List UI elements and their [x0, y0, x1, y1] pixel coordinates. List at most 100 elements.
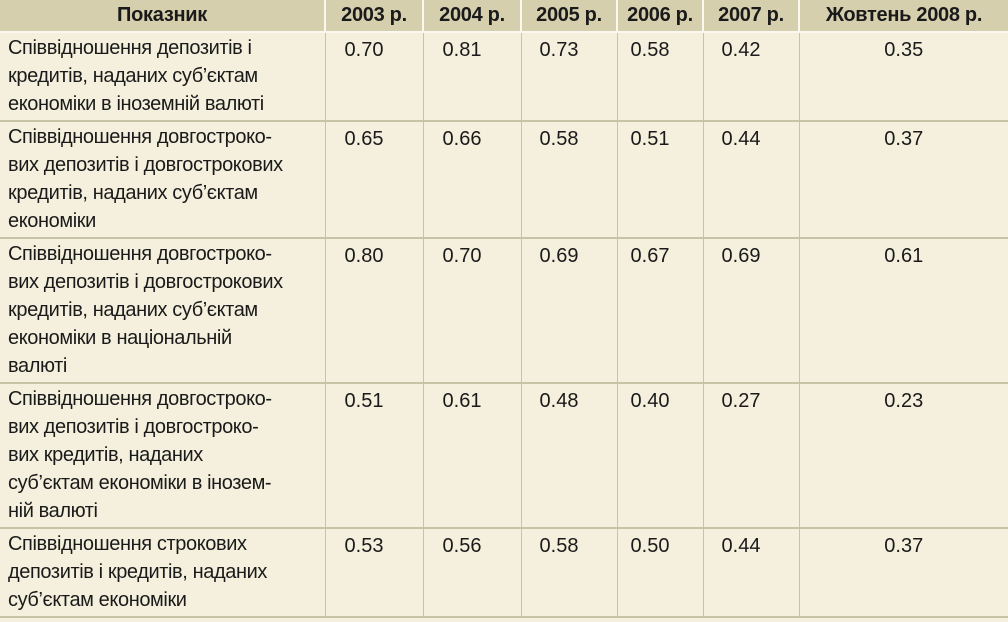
- cell-2007: 0.44: [703, 121, 800, 239]
- row-label-line: вих депозитів і довгострокових: [8, 154, 283, 176]
- cell-2006: 0.58: [617, 32, 704, 122]
- header-2005: 2005 р.: [521, 0, 618, 33]
- table-row: Співвідношення депозитів і кредитів, над…: [0, 32, 1008, 122]
- cell-value: 0.69: [539, 245, 579, 267]
- cell-value: 0.27: [721, 390, 761, 412]
- cell-value: 0.66: [442, 128, 482, 150]
- cell-2007: 0.44: [703, 528, 800, 618]
- row-label: Співвідношення депозитів і кредитів, над…: [0, 32, 326, 122]
- cell-2007: 0.69: [703, 238, 800, 384]
- cell-value: 0.23: [884, 390, 924, 412]
- cell-value: 0.58: [630, 39, 670, 61]
- cell-value: 0.50: [630, 535, 670, 557]
- cell-2004: 0.81: [423, 32, 522, 122]
- cell-value: 0.69: [721, 245, 761, 267]
- row-label-line: економіки в іноземній валюті: [8, 93, 264, 115]
- row-label-line: Співвідношення довгостроко-: [8, 126, 272, 148]
- row-label: Співвідношення довгостроко- вих депозиті…: [0, 121, 326, 239]
- cell-oct-2008: 0.35: [799, 32, 1008, 122]
- cell-2004: 0.56: [423, 528, 522, 618]
- cell-value: 0.67: [630, 245, 670, 267]
- cell-2006: 0.67: [617, 238, 704, 384]
- row-label-line: суб’єктам економіки в інозем-: [8, 472, 272, 494]
- cell-2006: 0.51: [617, 121, 704, 239]
- row-label-line: валюті: [8, 355, 67, 377]
- cell-2005: 0.73: [521, 32, 618, 122]
- cell-2003: 0.53: [325, 528, 424, 618]
- table-row: Співвідношення довгостроко- вих депозиті…: [0, 238, 1008, 384]
- row-label-line: кредитів, наданих суб’єктам: [8, 299, 258, 321]
- row-label-line: Співвідношення довгостроко-: [8, 388, 272, 410]
- header-row: Показник 2003 р. 2004 р. 2005 р. 2006 р.…: [0, 0, 1008, 33]
- table-row: Співвідношення довгостроко- вих депозиті…: [0, 383, 1008, 529]
- row-label-line: вих депозитів і довгостроко-: [8, 416, 259, 438]
- cell-oct-2008: 0.37: [799, 121, 1008, 239]
- cell-2005: 0.48: [521, 383, 618, 529]
- cell-value: 0.58: [539, 535, 579, 557]
- row-label: Співвідношення строкових депозитів і кре…: [0, 528, 326, 618]
- row-label-line: економіки: [8, 210, 96, 232]
- cell-value: 0.81: [442, 39, 482, 61]
- cell-2003: 0.70: [325, 32, 424, 122]
- cell-2003: 0.80: [325, 238, 424, 384]
- row-label-line: Співвідношення довгостроко-: [8, 243, 272, 265]
- cell-value: 0.42: [721, 39, 761, 61]
- cell-value: 0.51: [630, 128, 670, 150]
- cell-oct-2008: 0.23: [799, 383, 1008, 529]
- row-label-line: вих депозитів і довгострокових: [8, 271, 283, 293]
- cell-value: 0.44: [721, 128, 761, 150]
- row-label-line: кредитів, наданих суб’єктам: [8, 182, 258, 204]
- header-2006: 2006 р.: [617, 0, 704, 33]
- cell-value: 0.48: [539, 390, 579, 412]
- row-label: Співвідношення довгостроко- вих депозиті…: [0, 238, 326, 384]
- cell-2003: 0.51: [325, 383, 424, 529]
- table-row: Співвідношення довгостроко- вих депозиті…: [0, 121, 1008, 239]
- row-label-line: ній валюті: [8, 500, 98, 522]
- row-label-line: Співвідношення строкових: [8, 533, 247, 555]
- row-label-line: суб’єктам економіки: [8, 589, 187, 611]
- header-2007: 2007 р.: [703, 0, 800, 33]
- header-2003: 2003 р.: [325, 0, 424, 33]
- cell-value: 0.56: [442, 535, 482, 557]
- cell-value: 0.80: [344, 245, 384, 267]
- cell-2007: 0.27: [703, 383, 800, 529]
- header-2004: 2004 р.: [423, 0, 522, 33]
- cell-value: 0.70: [442, 245, 482, 267]
- cell-value: 0.51: [344, 390, 384, 412]
- cell-value: 0.73: [539, 39, 579, 61]
- row-label-line: кредитів, наданих суб’єктам: [8, 65, 258, 87]
- cell-value: 0.61: [884, 245, 924, 267]
- cell-oct-2008: 0.61: [799, 238, 1008, 384]
- cell-2003: 0.65: [325, 121, 424, 239]
- row-label: Співвідношення довгостроко- вих депозиті…: [0, 383, 326, 529]
- cell-value: 0.37: [884, 535, 924, 557]
- cell-2007: 0.42: [703, 32, 800, 122]
- cell-value: 0.61: [442, 390, 482, 412]
- cell-value: 0.44: [721, 535, 761, 557]
- header-oct-2008: Жовтень 2008 р.: [799, 0, 1008, 33]
- cell-2005: 0.69: [521, 238, 618, 384]
- cell-2005: 0.58: [521, 121, 618, 239]
- cell-2006: 0.40: [617, 383, 704, 529]
- row-label-line: депозитів і кредитів, наданих: [8, 561, 267, 583]
- row-label-line: Співвідношення депозитів і: [8, 37, 252, 59]
- cell-value: 0.65: [344, 128, 384, 150]
- table-header: Показник 2003 р. 2004 р. 2005 р. 2006 р.…: [0, 0, 1008, 33]
- table-body: Співвідношення депозитів і кредитів, над…: [0, 32, 1008, 618]
- cell-2004: 0.70: [423, 238, 522, 384]
- cell-value: 0.35: [884, 39, 924, 61]
- cell-2004: 0.66: [423, 121, 522, 239]
- table-row: Співвідношення строкових депозитів і кре…: [0, 528, 1008, 618]
- cell-value: 0.58: [539, 128, 579, 150]
- row-label-line: економіки в національній: [8, 327, 232, 349]
- cell-value: 0.40: [630, 390, 670, 412]
- header-indicator: Показник: [0, 0, 326, 33]
- cell-oct-2008: 0.37: [799, 528, 1008, 618]
- cell-2004: 0.61: [423, 383, 522, 529]
- cell-value: 0.70: [344, 39, 384, 61]
- row-label-line: вих кредитів, наданих: [8, 444, 203, 466]
- cell-2005: 0.58: [521, 528, 618, 618]
- cell-value: 0.53: [344, 535, 384, 557]
- cell-2006: 0.50: [617, 528, 704, 618]
